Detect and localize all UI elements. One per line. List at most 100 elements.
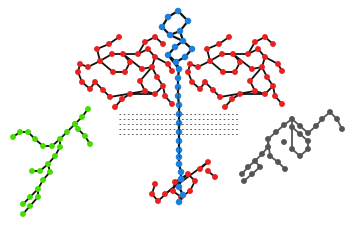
Point [252,90,258,94]
Point [40,178,46,182]
Point [262,92,268,97]
Point [252,159,258,163]
Point [305,132,311,136]
Point [27,195,33,199]
Point [109,53,115,57]
Point [152,36,158,40]
Point [145,48,151,52]
Point [175,10,181,14]
Point [275,63,281,67]
Point [187,63,193,67]
Point [319,117,325,121]
Point [172,180,178,184]
Point [176,200,182,204]
Point [32,137,38,141]
Point [178,177,184,181]
Point [270,43,276,47]
Point [176,139,182,143]
Point [176,121,182,125]
Point [165,54,171,58]
Point [305,139,311,143]
Point [259,152,265,156]
Point [170,189,176,193]
Point [204,48,210,52]
Point [160,85,166,89]
Point [202,81,208,85]
Point [265,145,271,149]
Point [176,162,182,166]
Point [97,60,103,64]
Point [173,61,179,65]
Point [249,172,255,176]
Point [297,124,303,129]
Point [165,16,171,20]
Point [180,193,186,197]
Point [262,36,268,40]
Point [72,122,78,127]
Point [182,56,188,60]
Point [216,43,222,47]
Point [210,89,216,93]
Point [127,92,133,97]
Point [169,103,175,107]
Point [305,147,311,151]
Point [52,154,58,159]
Point [192,179,198,183]
Point [273,131,279,135]
Point [289,117,295,121]
Point [87,88,93,92]
Point [120,53,126,57]
Point [230,53,236,57]
Point [252,41,258,45]
Point [35,195,41,199]
Point [176,131,182,135]
Point [176,113,182,117]
Point [232,71,238,75]
Point [75,128,81,132]
Point [149,192,155,196]
Point [79,115,85,119]
Point [195,66,201,70]
Point [155,199,161,203]
Point [142,41,148,45]
Point [220,71,226,75]
Point [40,144,46,148]
Point [272,94,278,99]
Point [160,43,166,47]
Point [35,187,41,191]
Point [245,53,251,57]
Point [176,155,182,160]
Point [162,94,168,99]
Point [177,30,183,34]
Point [127,61,133,65]
Point [185,172,191,176]
Point [165,63,171,67]
Point [185,20,191,24]
Point [289,147,295,151]
Point [82,135,88,139]
Point [176,185,182,189]
Point [327,111,333,115]
Point [20,212,26,216]
Point [237,61,243,65]
Point [149,66,155,70]
Point [197,88,203,92]
Point [64,131,70,135]
Point [282,167,288,171]
Point [152,92,158,97]
Point [175,94,181,99]
Point [37,169,43,173]
Point [20,202,26,206]
Point [178,195,184,199]
Point [25,131,31,135]
Point [152,56,158,60]
Point [279,70,285,74]
Point [247,80,253,84]
Point [262,56,268,60]
Point [92,81,98,85]
Point [137,80,143,84]
Point [87,142,93,146]
Point [226,36,232,40]
Point [85,66,91,70]
Point [229,98,235,102]
